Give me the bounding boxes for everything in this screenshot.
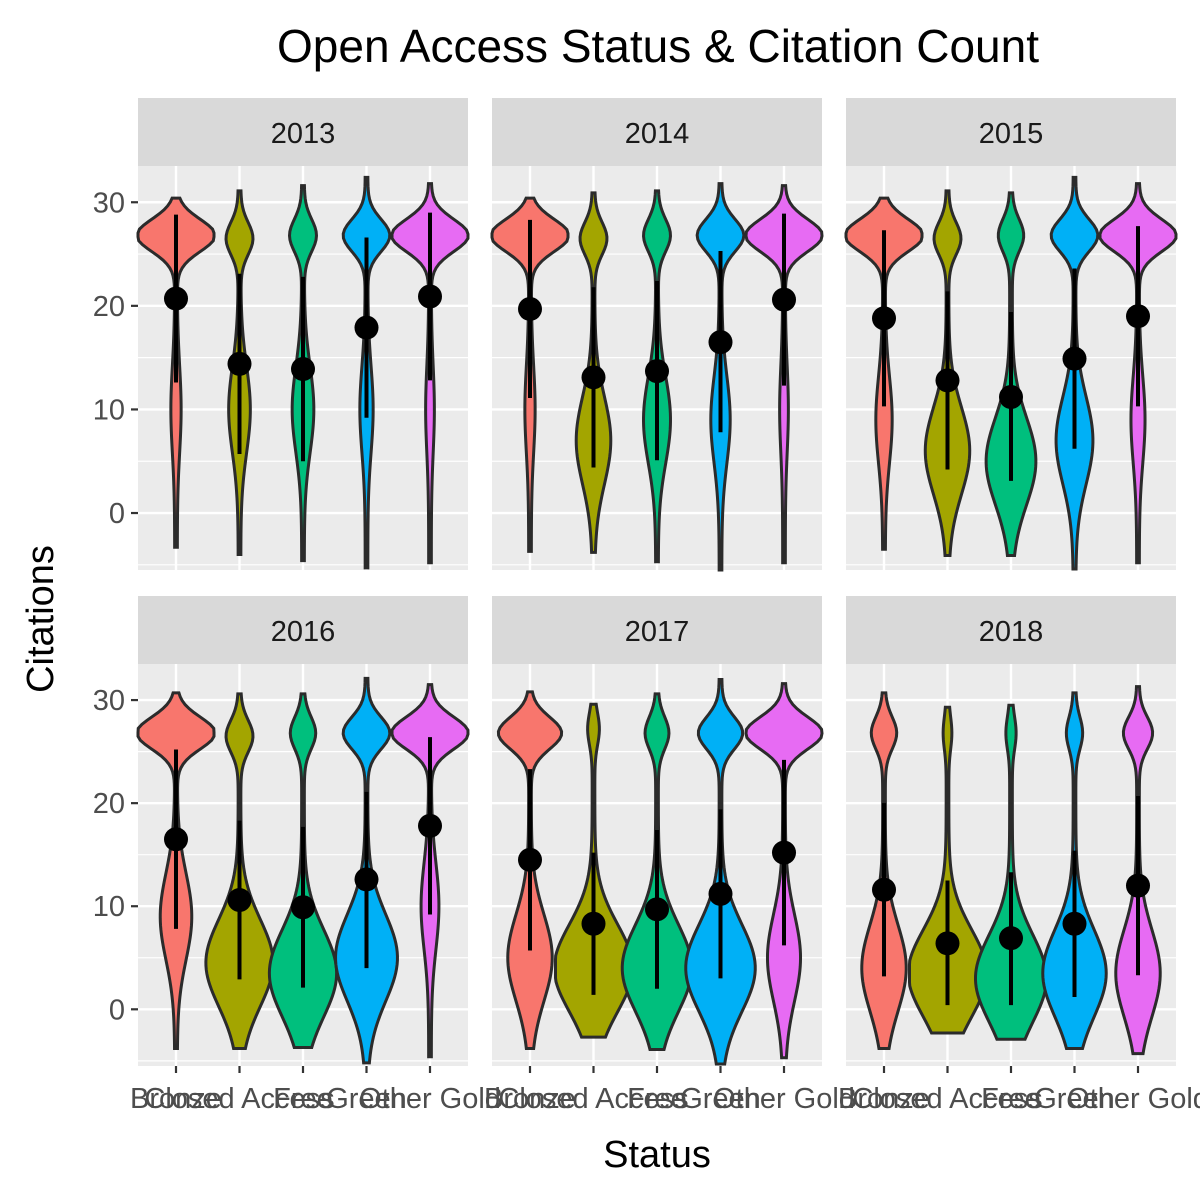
mean-point — [1126, 873, 1150, 898]
facet-strip — [846, 596, 1176, 664]
mean-point — [999, 926, 1023, 951]
mean-point — [418, 813, 442, 838]
mean-point — [291, 357, 315, 382]
x-tick-label: Bronze — [838, 1083, 930, 1115]
x-tick-label: Bronze — [484, 1083, 576, 1115]
facet-strip — [138, 596, 468, 664]
x-tick-label: Green — [326, 1083, 407, 1115]
x-tick-label: Bronze — [130, 1083, 222, 1115]
violin-free — [973, 703, 1049, 1041]
mean-point — [227, 351, 252, 376]
y-tick-label: 30 — [93, 187, 125, 219]
mean-point — [999, 385, 1023, 410]
mean-point — [1062, 911, 1087, 936]
mean-point — [935, 931, 960, 956]
x-tick-label: Closed Access — [852, 1083, 1042, 1115]
mean-point — [581, 365, 606, 390]
mean-point — [645, 897, 669, 922]
mean-point — [164, 827, 188, 852]
y-tick-label: 10 — [93, 394, 125, 426]
y-tick-label: 20 — [93, 788, 125, 820]
mean-point — [1062, 346, 1087, 371]
facet-strip-label: 2017 — [625, 616, 690, 648]
mean-point — [772, 840, 796, 865]
mean-point — [935, 368, 960, 393]
mean-point — [708, 881, 733, 906]
mean-point — [645, 359, 669, 384]
y-tick-label: 0 — [109, 498, 125, 530]
mean-point — [581, 911, 606, 936]
mean-point — [164, 286, 188, 311]
mean-point — [518, 296, 542, 321]
mean-point — [772, 287, 796, 312]
facet-strip — [138, 98, 468, 166]
mean-point — [418, 284, 442, 309]
mean-point — [872, 306, 896, 331]
mean-point — [291, 895, 315, 920]
x-axis-title: Status — [603, 1134, 711, 1176]
facet-panel-2013: 2013 0 10 20 30 — [93, 98, 470, 570]
x-tick-label: Free — [981, 1083, 1041, 1115]
facet-panel-2015: 2015 — [844, 98, 1178, 571]
facet-strip — [492, 596, 822, 664]
mean-point — [227, 888, 252, 913]
y-tick-label: 10 — [93, 891, 125, 923]
x-tick-label: Green — [680, 1083, 761, 1115]
facet-strip — [492, 98, 822, 166]
chart-title: Open Access Status & Citation Count — [277, 20, 1039, 72]
violin-closed-access — [908, 705, 987, 1035]
y-tick-label: 30 — [93, 685, 125, 717]
y-axis-title: Citations — [20, 545, 62, 693]
facet-strip-label: 2015 — [979, 118, 1044, 150]
mean-point — [354, 867, 379, 892]
facet-strip-label: 2014 — [625, 118, 690, 150]
mean-point — [518, 847, 542, 872]
x-tick-label: Other Gold — [1067, 1083, 1200, 1115]
mean-point — [354, 315, 379, 340]
mean-point — [1126, 304, 1150, 329]
mean-point — [872, 877, 896, 902]
facet-panel-2014: 2014 — [490, 98, 824, 572]
x-tick-label: Closed Access — [498, 1083, 688, 1115]
x-tick-label: Free — [273, 1083, 333, 1115]
facet-strip-label: 2018 — [979, 616, 1044, 648]
y-tick-label: 20 — [93, 291, 125, 323]
facet-strip-label: 2016 — [271, 616, 336, 648]
facet-strip — [846, 98, 1176, 166]
x-tick-label: Green — [1034, 1083, 1115, 1115]
x-tick-label: Closed Access — [144, 1083, 334, 1115]
x-tick-label: Free — [627, 1083, 687, 1115]
y-tick-label: 0 — [109, 994, 125, 1026]
x-tick-label: Other Gold — [713, 1083, 855, 1115]
x-tick-label: Other Gold — [359, 1083, 501, 1115]
facet-strip-label: 2013 — [271, 118, 336, 150]
mean-point — [708, 330, 733, 355]
